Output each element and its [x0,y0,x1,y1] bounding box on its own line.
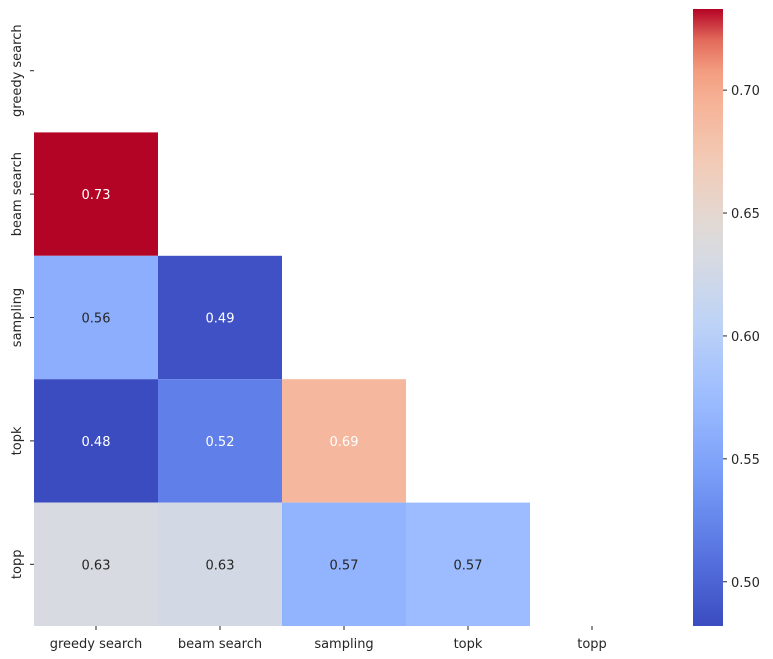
colorbar-tick-label: 0.55 [731,453,760,468]
x-tick-label: topp [577,637,607,652]
cell-value-label: 0.63 [206,558,235,573]
heatmap-cell [282,502,406,626]
x-tick-label: beam search [178,637,262,652]
heatmap-cell [34,502,158,626]
y-tick-label: sampling [10,288,25,347]
colorbar-tick-label: 0.70 [731,84,760,99]
heatmap-cell [34,255,158,380]
x-tick-label: sampling [314,637,373,652]
heatmap-cell [158,255,282,380]
heatmap-cell [158,502,282,626]
heatmap-cell [406,502,530,626]
cell-value-label: 0.57 [454,558,483,573]
colorbar [693,9,723,626]
cell-value-label: 0.56 [82,312,111,327]
y-tick-label: topp [10,550,25,580]
cell-value-label: 0.73 [82,188,111,203]
heatmap-cell [34,379,158,503]
cell-value-label: 0.63 [82,558,111,573]
colorbar-tick-label: 0.65 [731,207,760,222]
colorbar-tick-label: 0.60 [731,330,760,345]
heatmap-cell [158,379,282,503]
cell-value-label: 0.48 [82,435,111,450]
cell-value-label: 0.49 [206,312,235,327]
y-tick-label: beam search [10,152,25,236]
cell-value-label: 0.57 [330,558,359,573]
x-tick-label: topk [454,637,483,652]
y-tick-label: greedy search [10,24,25,117]
cell-value-label: 0.52 [206,435,235,450]
y-tick-label: topk [10,426,25,455]
heatmap-cell [282,379,406,503]
heatmap-cell [34,132,158,256]
cell-value-label: 0.69 [330,435,359,450]
colorbar-tick-label: 0.50 [731,576,760,591]
x-tick-label: greedy search [50,637,143,652]
